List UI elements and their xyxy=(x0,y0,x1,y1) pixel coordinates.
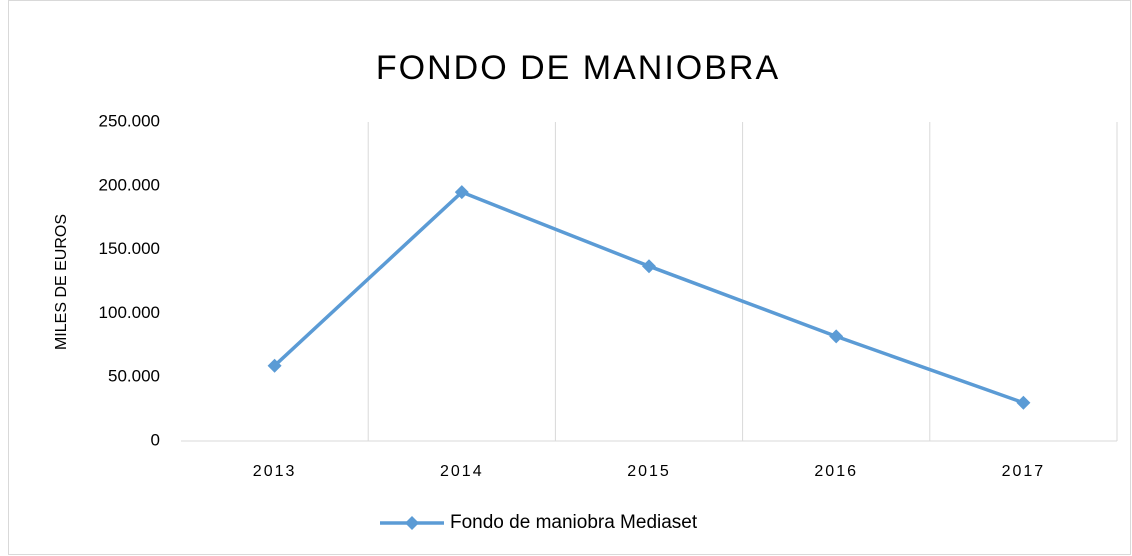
point-marker xyxy=(454,185,469,200)
y-axis-label: MILES DE EUROS xyxy=(53,214,70,350)
legend-label: Fondo de maniobra Mediaset xyxy=(450,512,698,533)
point-marker xyxy=(267,358,282,373)
point-marker xyxy=(829,329,844,344)
y-tick-label: 200.000 xyxy=(99,175,160,194)
x-tick-label: 2016 xyxy=(814,463,858,480)
point-marker xyxy=(1016,395,1031,410)
chart-title: FONDO DE MANIOBRA xyxy=(376,49,780,87)
y-tick-label: 50.000 xyxy=(108,367,160,386)
y-tick-label: 150.000 xyxy=(99,239,160,258)
x-tick-label: 2015 xyxy=(627,463,671,480)
y-tick-label: 0 xyxy=(151,430,160,449)
y-tick-label: 250.000 xyxy=(99,111,160,130)
x-tick-label: 2014 xyxy=(440,463,484,480)
point-marker xyxy=(642,259,656,274)
legend-marker xyxy=(405,516,419,530)
chart-border xyxy=(8,0,1131,555)
y-tick-label: 100.000 xyxy=(99,303,160,322)
x-tick-label: 2017 xyxy=(1002,463,1046,480)
x-tick-label: 2013 xyxy=(253,463,297,480)
